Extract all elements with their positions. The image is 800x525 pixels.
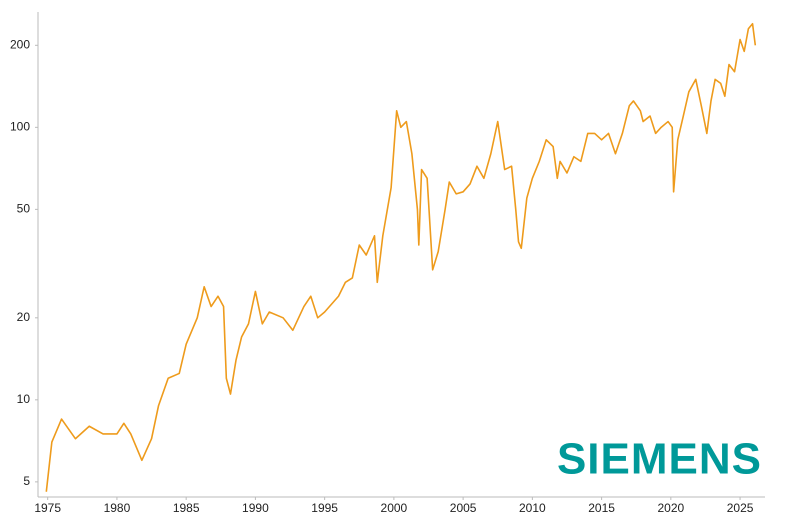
x-tick-label: 1995	[311, 501, 338, 515]
y-tick-label: 10	[17, 392, 31, 406]
x-tick-label: 1985	[173, 501, 200, 515]
y-tick-label: 100	[10, 120, 30, 134]
x-tick-label: 1975	[34, 501, 61, 515]
x-tick-label: 2005	[450, 501, 477, 515]
x-tick-label: 1990	[242, 501, 269, 515]
y-tick-label: 20	[17, 310, 31, 324]
x-tick-label: 2025	[727, 501, 754, 515]
y-tick-label: 5	[23, 474, 30, 488]
y-tick-label: 50	[17, 202, 31, 216]
price-line	[45, 22, 757, 492]
logo: SIEMENS	[557, 435, 762, 484]
x-tick-label: 2010	[519, 501, 546, 515]
x-tick-label: 2000	[381, 501, 408, 515]
x-tick-label: 1980	[104, 501, 131, 515]
x-tick-label: 2015	[588, 501, 615, 515]
y-tick-label: 200	[10, 37, 30, 51]
x-tick-label: 2020	[657, 501, 684, 515]
